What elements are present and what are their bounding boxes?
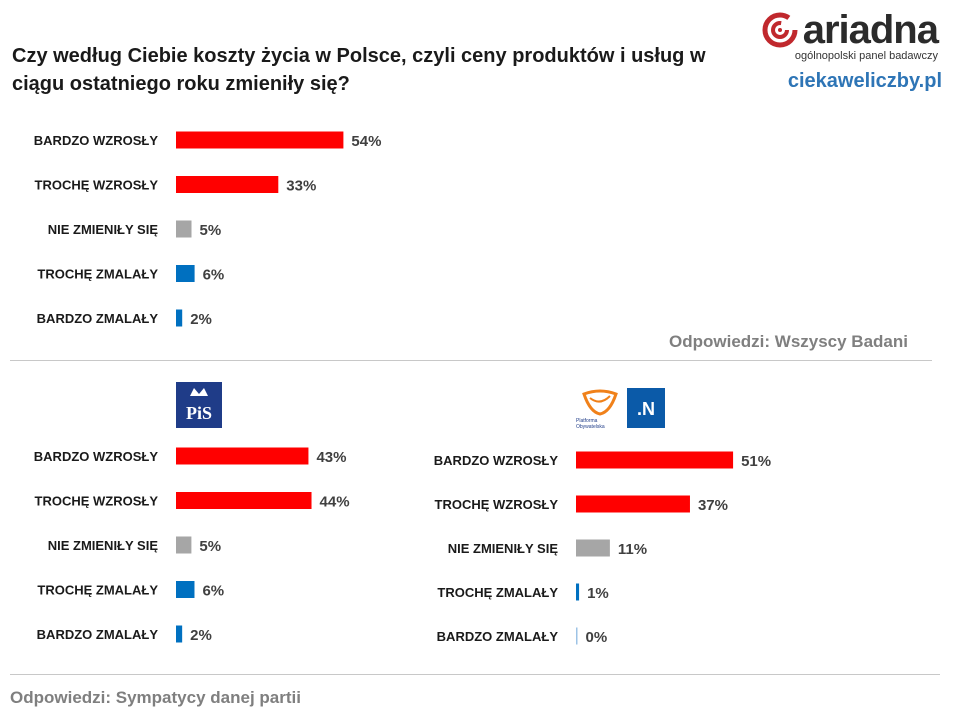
note-all-respondents: Odpowiedzi: Wszyscy Badani: [669, 332, 908, 351]
bar: [576, 539, 610, 557]
chart-title: Czy według Ciebie koszty życia w Polsce,…: [12, 45, 706, 95]
category-label: BARDZO ZMALAŁY: [437, 629, 559, 644]
data-label: 5%: [200, 222, 222, 239]
category-label: NIE ZMIENIŁY SIĘ: [448, 541, 559, 556]
category-label: TROCHĘ ZMALAŁY: [37, 267, 158, 282]
bar: [576, 495, 690, 513]
bar: [176, 625, 183, 643]
bar: [176, 220, 192, 238]
data-label: 43%: [316, 449, 346, 466]
bar: [176, 492, 312, 509]
data-label: 2%: [190, 627, 212, 644]
category-label: NIE ZMIENIŁY SIĘ: [48, 538, 159, 553]
category-label: BARDZO WZROSŁY: [34, 449, 159, 464]
pis-logo: PiS: [176, 382, 222, 428]
nowoczesna-logo: .N: [627, 388, 665, 428]
bar: [176, 581, 195, 598]
divider-bottom: [10, 674, 940, 675]
nowoczesna-logo-text: .N: [637, 399, 655, 419]
bar: [576, 451, 734, 469]
data-label: 0%: [586, 629, 608, 646]
bar: [176, 176, 279, 193]
category-label: TROCHĘ WZROSŁY: [35, 178, 159, 193]
data-label: 33%: [286, 178, 316, 195]
chart-po-n: BARDZO WZROSŁY 51% TROCHĘ WZROSŁY 37% NIE ZM…: [400, 438, 820, 660]
category-label: TROCHĘ ZMALAŁY: [37, 583, 158, 598]
category-label: BARDZO ZMALAŁY: [37, 311, 159, 326]
brand-logo: ariadna ogólnopolski panel badawczy: [738, 8, 939, 62]
ariadna-spiral-icon: [762, 12, 798, 48]
category-label: BARDZO WZROSŁY: [434, 453, 559, 468]
bar: [576, 583, 580, 601]
data-label: 5%: [199, 538, 221, 555]
data-label: 44%: [320, 494, 350, 511]
data-label: 6%: [202, 583, 224, 600]
category-label: TROCHĘ WZROSŁY: [435, 497, 559, 512]
category-label: BARDZO ZMALAŁY: [37, 627, 159, 642]
data-label: 6%: [203, 267, 225, 284]
divider-top: [10, 360, 932, 361]
note-party-supporters: Odpowiedzi: Sympatycy danej partii: [10, 688, 301, 707]
data-label: 37%: [698, 497, 728, 514]
chart-pis-svg: BARDZO WZROSŁY 43% TROCHĘ WZROSŁY 44% NIE ZM…: [34, 447, 350, 644]
bar: [176, 131, 344, 149]
bar: [176, 536, 192, 554]
bar: [176, 309, 183, 327]
data-label: 51%: [741, 453, 771, 470]
bar: [176, 447, 309, 465]
po-logo: Platforma Obywatelska: [576, 384, 624, 432]
chart-po-n-svg: BARDZO WZROSŁY 51% TROCHĘ WZROSŁY 37% NIE ZM…: [434, 451, 771, 646]
site-link[interactable]: ciekaweliczby.pl: [787, 70, 942, 92]
data-label: 2%: [190, 311, 212, 328]
data-label: 1%: [587, 585, 609, 602]
bar: [576, 627, 578, 645]
data-label: 11%: [618, 541, 647, 558]
chart-pis: BARDZO WZROSŁY 43% TROCHĘ WZROSŁY 44% NIE ZM…: [0, 434, 420, 656]
chart-all-svg: BARDZO WZROSŁY 54% TROCHĘ WZROSŁY 33% NIE ZM…: [34, 131, 381, 328]
data-label: 54%: [351, 133, 381, 150]
brand-name: ariadna: [802, 8, 939, 52]
po-logo-text: Platforma Obywatelska: [576, 418, 605, 430]
category-label: TROCHĘ ZMALAŁY: [437, 585, 558, 600]
category-label: BARDZO WZROSŁY: [34, 133, 159, 148]
bar: [176, 265, 195, 282]
category-label: TROCHĘ WZROSŁY: [35, 494, 159, 509]
brand-subtitle: ogólnopolski panel badawczy: [794, 50, 938, 62]
category-label: NIE ZMIENIŁY SIĘ: [48, 222, 159, 237]
pis-logo-text: PiS: [186, 403, 212, 423]
chart-all-respondents: BARDZO WZROSŁY 54% TROCHĘ WZROSŁY 33% NIE ZM…: [0, 118, 720, 340]
